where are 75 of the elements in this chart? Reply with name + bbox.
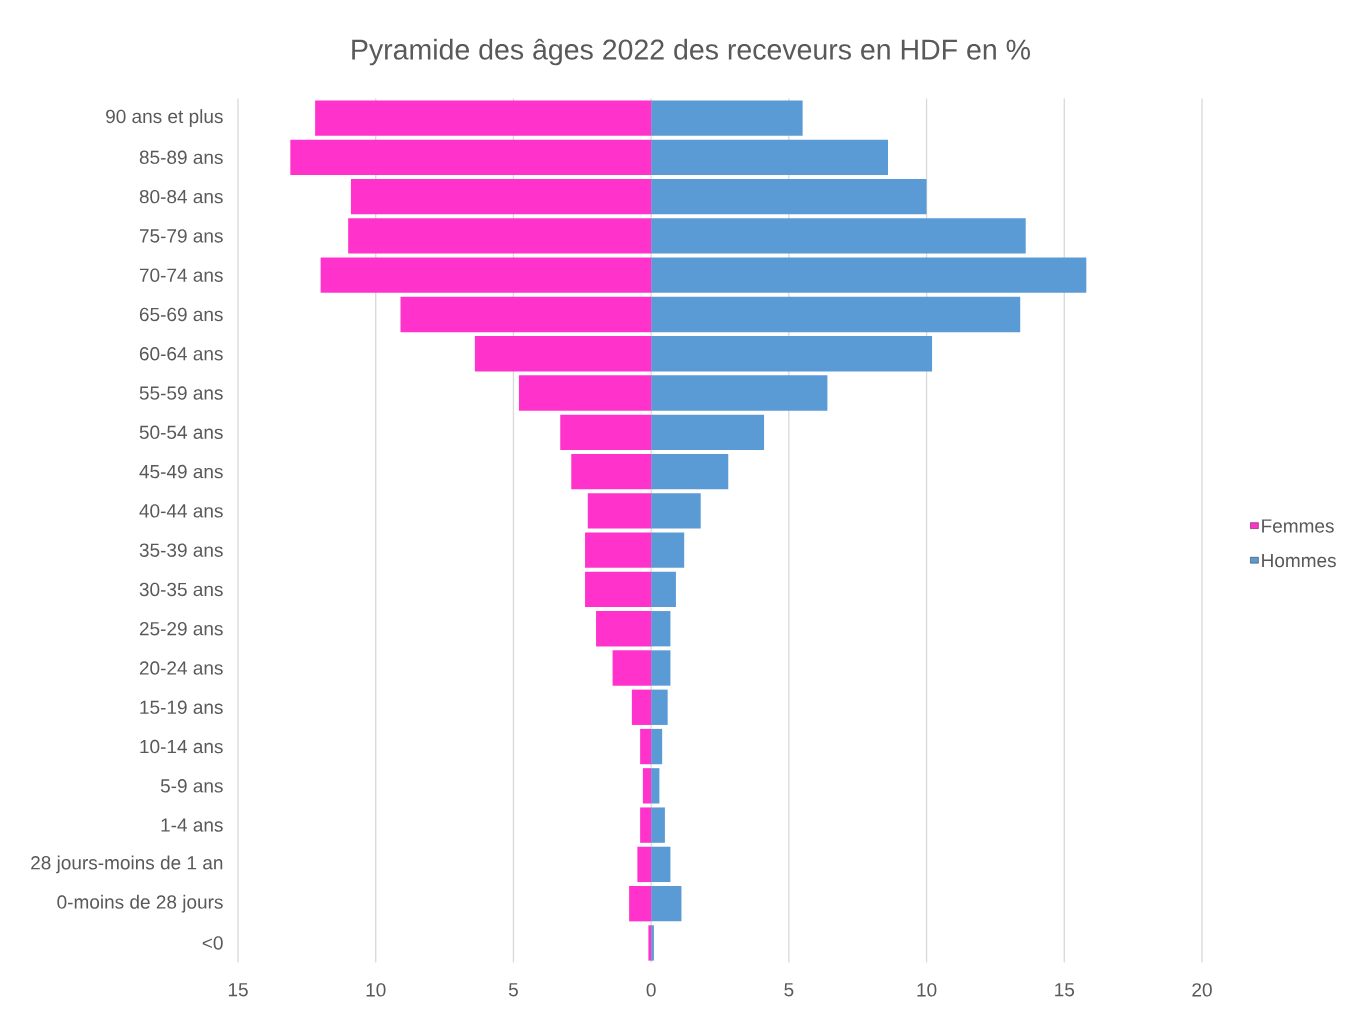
bar xyxy=(651,807,665,843)
y-tick-label: 5-9 ans xyxy=(160,779,223,793)
y-tick-label: 10-14 ans xyxy=(140,739,223,754)
bar xyxy=(315,100,652,136)
bar xyxy=(651,571,676,608)
y-tick-label: 0-moins de 28 jours xyxy=(57,894,223,913)
bar xyxy=(631,689,652,725)
y-tick-label: 70-74 ans xyxy=(139,268,223,282)
y-tick-label: 85-89 ans xyxy=(139,150,223,165)
y-tick-label: 25-29 ans xyxy=(139,621,223,636)
bar xyxy=(518,375,652,411)
bar xyxy=(629,886,652,922)
bar xyxy=(651,453,729,490)
legend-label: Femmes xyxy=(1262,519,1334,533)
bar xyxy=(651,139,889,176)
bar xyxy=(651,414,765,450)
chart-title: Pyramide des âges 2022 des receveurs en HDF en % xyxy=(352,38,1030,66)
y-tick-label: 40-44 ans xyxy=(139,504,223,518)
bar xyxy=(651,886,682,922)
bar xyxy=(651,728,663,765)
bar xyxy=(290,139,652,176)
legend-label: Hommes xyxy=(1262,553,1336,568)
bar xyxy=(651,296,1021,333)
y-tick-label: 60-64 ans xyxy=(139,347,223,361)
y-tick-label: 20-24 ans xyxy=(139,661,223,675)
bar xyxy=(642,768,652,804)
bar xyxy=(651,532,685,568)
bar xyxy=(400,296,652,333)
y-tick-label: 28 jours-moins de 1 an xyxy=(31,855,223,874)
y-tick-label: 65-69 ans xyxy=(139,307,223,322)
bar xyxy=(587,493,652,529)
bar xyxy=(651,257,1087,293)
y-tick-label: 15-19 ans xyxy=(140,700,223,715)
bar xyxy=(651,218,1026,254)
y-tick-label: 55-59 ans xyxy=(139,386,223,400)
y-tick-label: 80-84 ans xyxy=(139,189,223,204)
y-tick-label: <0 xyxy=(202,936,223,950)
bar xyxy=(585,532,652,568)
bar xyxy=(474,336,652,372)
y-tick-label: 75-79 ans xyxy=(139,229,223,243)
bar xyxy=(585,571,652,608)
bar xyxy=(596,611,652,647)
y-tick-label: 90 ans et plus xyxy=(106,109,223,127)
bar xyxy=(651,611,671,647)
bar xyxy=(640,807,652,843)
x-tick-label: 0 xyxy=(646,983,656,997)
bar xyxy=(651,846,671,883)
bar xyxy=(571,453,652,490)
bar xyxy=(348,218,652,254)
bar xyxy=(651,375,828,411)
x-tick-label: 10 xyxy=(917,983,937,997)
bar xyxy=(651,768,660,804)
y-tick-label: 45-49 ans xyxy=(139,464,223,479)
bar xyxy=(612,650,652,686)
bar xyxy=(320,257,652,293)
x-tick-label: 5 xyxy=(784,983,794,997)
bar xyxy=(640,728,652,765)
bar xyxy=(637,846,652,883)
bar xyxy=(651,689,668,725)
bar xyxy=(651,100,803,136)
x-tick-label: 20 xyxy=(1192,983,1212,997)
bar xyxy=(651,178,927,215)
y-tick-label: 35-39 ans xyxy=(139,543,223,557)
bar xyxy=(651,493,701,529)
y-tick-label: 30-35 ans xyxy=(139,582,223,597)
x-tick-label: 15 xyxy=(228,983,248,997)
x-tick-label: 15 xyxy=(1055,983,1075,997)
y-tick-label: 1-4 ans xyxy=(161,818,223,832)
x-tick-label: 5 xyxy=(508,983,518,997)
x-tick-label: 10 xyxy=(366,983,386,997)
bar xyxy=(350,178,652,215)
bar xyxy=(651,336,933,372)
bar xyxy=(560,414,652,450)
y-tick-label: 50-54 ans xyxy=(139,425,223,440)
bar xyxy=(651,650,671,686)
